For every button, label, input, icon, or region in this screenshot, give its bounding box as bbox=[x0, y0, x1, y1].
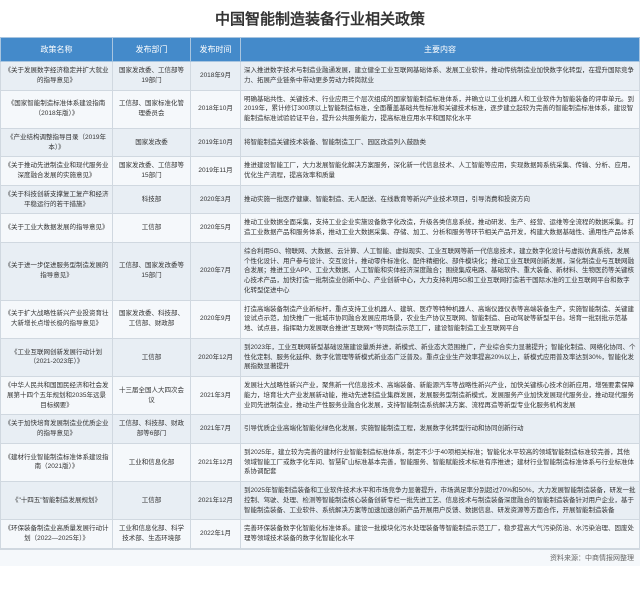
col-header-name: 政策名称 bbox=[1, 38, 113, 62]
cell-dept: 十三届全国人大四次会议 bbox=[113, 377, 191, 415]
table-row: 《关于扩大战略性新兴产业投资育壮大新增长点增长极的指导意见》国家发改委、科技部、… bbox=[1, 300, 640, 338]
cell-name: 《建材行业智能制造标准体系建设指南（2021版）》 bbox=[1, 443, 113, 481]
cell-content: 综合利用5G、物联网、大数据、云计算、人工智能、虚拟现实、工业互联网等新一代信息… bbox=[241, 242, 640, 300]
cell-date: 2018年10月 bbox=[191, 90, 241, 128]
cell-content: 到2025年，建立较为完善的建材行业智能制造标准体系，制定不少于40项相关标准；… bbox=[241, 443, 640, 481]
cell-content: 推动实施一批医疗健康、智能制造、无人配送、在线教育等新兴产业技术项目，引导消费和… bbox=[241, 185, 640, 214]
cell-date: 2021年3月 bbox=[191, 377, 241, 415]
cell-date: 2020年3月 bbox=[191, 185, 241, 214]
cell-name: 《关于推动先进制造业和现代服务业深度融合发展的实施意见》 bbox=[1, 157, 113, 186]
cell-dept: 工信部 bbox=[113, 214, 191, 243]
table-row: 《关于加快培育发展制造业优质企业的指导意见》工信部、科技部、财政部等6部门202… bbox=[1, 415, 640, 444]
cell-content: 深入推进数字技术与制造业融通发展，建立健全工业互联网基础体系、发展工业软件，推动… bbox=[241, 62, 640, 91]
cell-dept: 工业和信息化部 bbox=[113, 443, 191, 481]
table-row: 《关于推动先进制造业和现代服务业深度融合发展的实施意见》国家发改委、工信部等15… bbox=[1, 157, 640, 186]
cell-date: 2021年12月 bbox=[191, 443, 241, 481]
cell-dept: 国家发改委 bbox=[113, 128, 191, 157]
cell-dept: 工信部 bbox=[113, 482, 191, 520]
cell-name: 《环保装备制造业高质量发展行动计划（2022—2025年）》 bbox=[1, 520, 113, 549]
cell-date: 2018年9月 bbox=[191, 62, 241, 91]
cell-date: 2019年11月 bbox=[191, 157, 241, 186]
table-row: 《中华人民共和国国民经济和社会发展第十四个五年规划和2035年远景目标纲要》十三… bbox=[1, 377, 640, 415]
col-header-content: 主要内容 bbox=[241, 38, 640, 62]
cell-content: 引导优质企业高端化智能化绿色化发展，实施智能制造工程，发展数字化转型行动和协同创… bbox=[241, 415, 640, 444]
table-row: 《环保装备制造业高质量发展行动计划（2022—2025年）》工业和信息化部、科学… bbox=[1, 520, 640, 549]
cell-dept: 国家发改委、工信部等19部门 bbox=[113, 62, 191, 91]
col-header-date: 发布时间 bbox=[191, 38, 241, 62]
cell-name: 《"十四五"智能制造发展规划》 bbox=[1, 482, 113, 520]
cell-date: 2020年9月 bbox=[191, 300, 241, 338]
cell-content: 明确基础共性、关键技术、行业应用三个层次组成的国家智能制造标准体系，并确立以工业… bbox=[241, 90, 640, 128]
cell-name: 《产业结构调整指导目录（2019年本）》 bbox=[1, 128, 113, 157]
cell-content: 打造高端装备制造产业新标杆，重点支持工业机器人、建筑、医疗等特种机器人、高端仪器… bbox=[241, 300, 640, 338]
col-header-dept: 发布部门 bbox=[113, 38, 191, 62]
table-row: 《关于工业大数据发展的指导意见》工信部2020年5月推动工业数据全面采集，支持工… bbox=[1, 214, 640, 243]
policy-table: 政策名称 发布部门 发布时间 主要内容 《关于发展数字经济稳定并扩大就业的指导意… bbox=[0, 37, 640, 549]
table-row: 《工业互联网创新发展行动计划（2021-2023年）》工信部2020年12月到2… bbox=[1, 338, 640, 376]
cell-date: 2020年5月 bbox=[191, 214, 241, 243]
cell-dept: 工业和信息化部、科学技术部、生态环境部 bbox=[113, 520, 191, 549]
table-row: 《产业结构调整指导目录（2019年本）》国家发改委2019年10月将智能制造关键… bbox=[1, 128, 640, 157]
cell-content: 完善环保装备数字化智能化标准体系。建设一批模块化污水处理装备等智能制造示范工厂，… bbox=[241, 520, 640, 549]
cell-name: 《关于工业大数据发展的指导意见》 bbox=[1, 214, 113, 243]
cell-dept: 工信部、国家发改委等15部门 bbox=[113, 242, 191, 300]
cell-name: 《关于加快培育发展制造业优质企业的指导意见》 bbox=[1, 415, 113, 444]
table-row: 《建材行业智能制造标准体系建设指南（2021版）》工业和信息化部2021年12月… bbox=[1, 443, 640, 481]
cell-dept: 工信部、国家标准化管理委员会 bbox=[113, 90, 191, 128]
cell-name: 《关于发展数字经济稳定并扩大就业的指导意见》 bbox=[1, 62, 113, 91]
table-row: 《关于进一步促进服务型制造发展的指导意见》工信部、国家发改委等15部门2020年… bbox=[1, 242, 640, 300]
page-title: 中国智能制造装备行业相关政策 bbox=[0, 0, 640, 37]
cell-date: 2019年10月 bbox=[191, 128, 241, 157]
cell-content: 推动工业数据全面采集，支持工业企业实施设备数字化改造，升级各类信息系统，推动研发… bbox=[241, 214, 640, 243]
cell-content: 发展壮大战略性新兴产业，聚焦新一代信息技术、高端装备、新能源汽车等战略性新兴产业… bbox=[241, 377, 640, 415]
table-header-row: 政策名称 发布部门 发布时间 主要内容 bbox=[1, 38, 640, 62]
cell-content: 到2025年智能制造装备和工业软件技术水平和市场竞争力显著提升，市场满足率分别超… bbox=[241, 482, 640, 520]
cell-name: 《关于进一步促进服务型制造发展的指导意见》 bbox=[1, 242, 113, 300]
table-row: 《"十四五"智能制造发展规划》工信部2021年12月到2025年智能制造装备和工… bbox=[1, 482, 640, 520]
cell-content: 将智能制造关键技术装备、智能制造工厂、园区改造列入鼓励类 bbox=[241, 128, 640, 157]
cell-name: 《工业互联网创新发展行动计划（2021-2023年）》 bbox=[1, 338, 113, 376]
cell-dept: 国家发改委、工信部等15部门 bbox=[113, 157, 191, 186]
cell-date: 2020年12月 bbox=[191, 338, 241, 376]
table-row: 《关于科技创新支撑复工复产和经济平稳运行的若干措施》科技部2020年3月推动实施… bbox=[1, 185, 640, 214]
table-row: 《国家智能制造标准体系建设指南（2018年版）》工信部、国家标准化管理委员会20… bbox=[1, 90, 640, 128]
cell-name: 《关于扩大战略性新兴产业投资育壮大新增长点增长极的指导意见》 bbox=[1, 300, 113, 338]
cell-date: 2020年7月 bbox=[191, 242, 241, 300]
cell-dept: 工信部、科技部、财政部等6部门 bbox=[113, 415, 191, 444]
cell-content: 到2023年，工业互联网新型基础设施建设量质并进，新模式、新业态大范围推广，产业… bbox=[241, 338, 640, 376]
cell-date: 2021年7月 bbox=[191, 415, 241, 444]
cell-dept: 工信部 bbox=[113, 338, 191, 376]
cell-name: 《国家智能制造标准体系建设指南（2018年版）》 bbox=[1, 90, 113, 128]
cell-date: 2022年1月 bbox=[191, 520, 241, 549]
cell-name: 《中华人民共和国国民经济和社会发展第十四个五年规划和2035年远景目标纲要》 bbox=[1, 377, 113, 415]
cell-date: 2021年12月 bbox=[191, 482, 241, 520]
table-row: 《关于发展数字经济稳定并扩大就业的指导意见》国家发改委、工信部等19部门2018… bbox=[1, 62, 640, 91]
source-note: 资料来源：中商情报网整理 bbox=[0, 549, 640, 566]
cell-dept: 国家发改委、科技部、工信部、财政部 bbox=[113, 300, 191, 338]
cell-content: 推进建设智能工厂，大力发展智能化解决方案服务，深化新一代信息技术、人工智能等应用… bbox=[241, 157, 640, 186]
cell-name: 《关于科技创新支撑复工复产和经济平稳运行的若干措施》 bbox=[1, 185, 113, 214]
cell-dept: 科技部 bbox=[113, 185, 191, 214]
